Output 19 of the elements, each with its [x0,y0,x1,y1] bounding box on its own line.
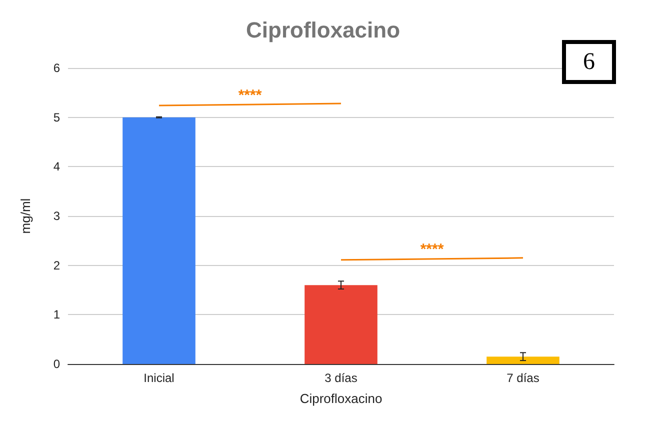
x-tick-label: Inicial [144,371,174,385]
chart-title: Ciprofloxacino [246,18,400,42]
annotation: 6 [562,40,616,84]
annotation: **** [238,86,262,104]
x-axis-title: Ciprofloxacino [300,391,382,406]
bar [304,285,378,364]
bar [486,356,560,364]
x-tick-label: 7 días [506,371,540,385]
y-tick-label: 3 [53,209,60,223]
annotation: **** [420,240,444,258]
y-tick-label: 5 [53,110,60,124]
y-tick-label: 2 [53,258,60,272]
y-tick-label: 1 [53,308,60,322]
y-axis-title: mg/ml [18,198,33,234]
x-tick-label: 3 días [324,371,358,385]
y-tick-label: 4 [53,160,60,174]
y-tick-label: 0 [53,357,60,371]
y-tick-label: 6 [53,61,60,75]
bar [122,117,196,364]
